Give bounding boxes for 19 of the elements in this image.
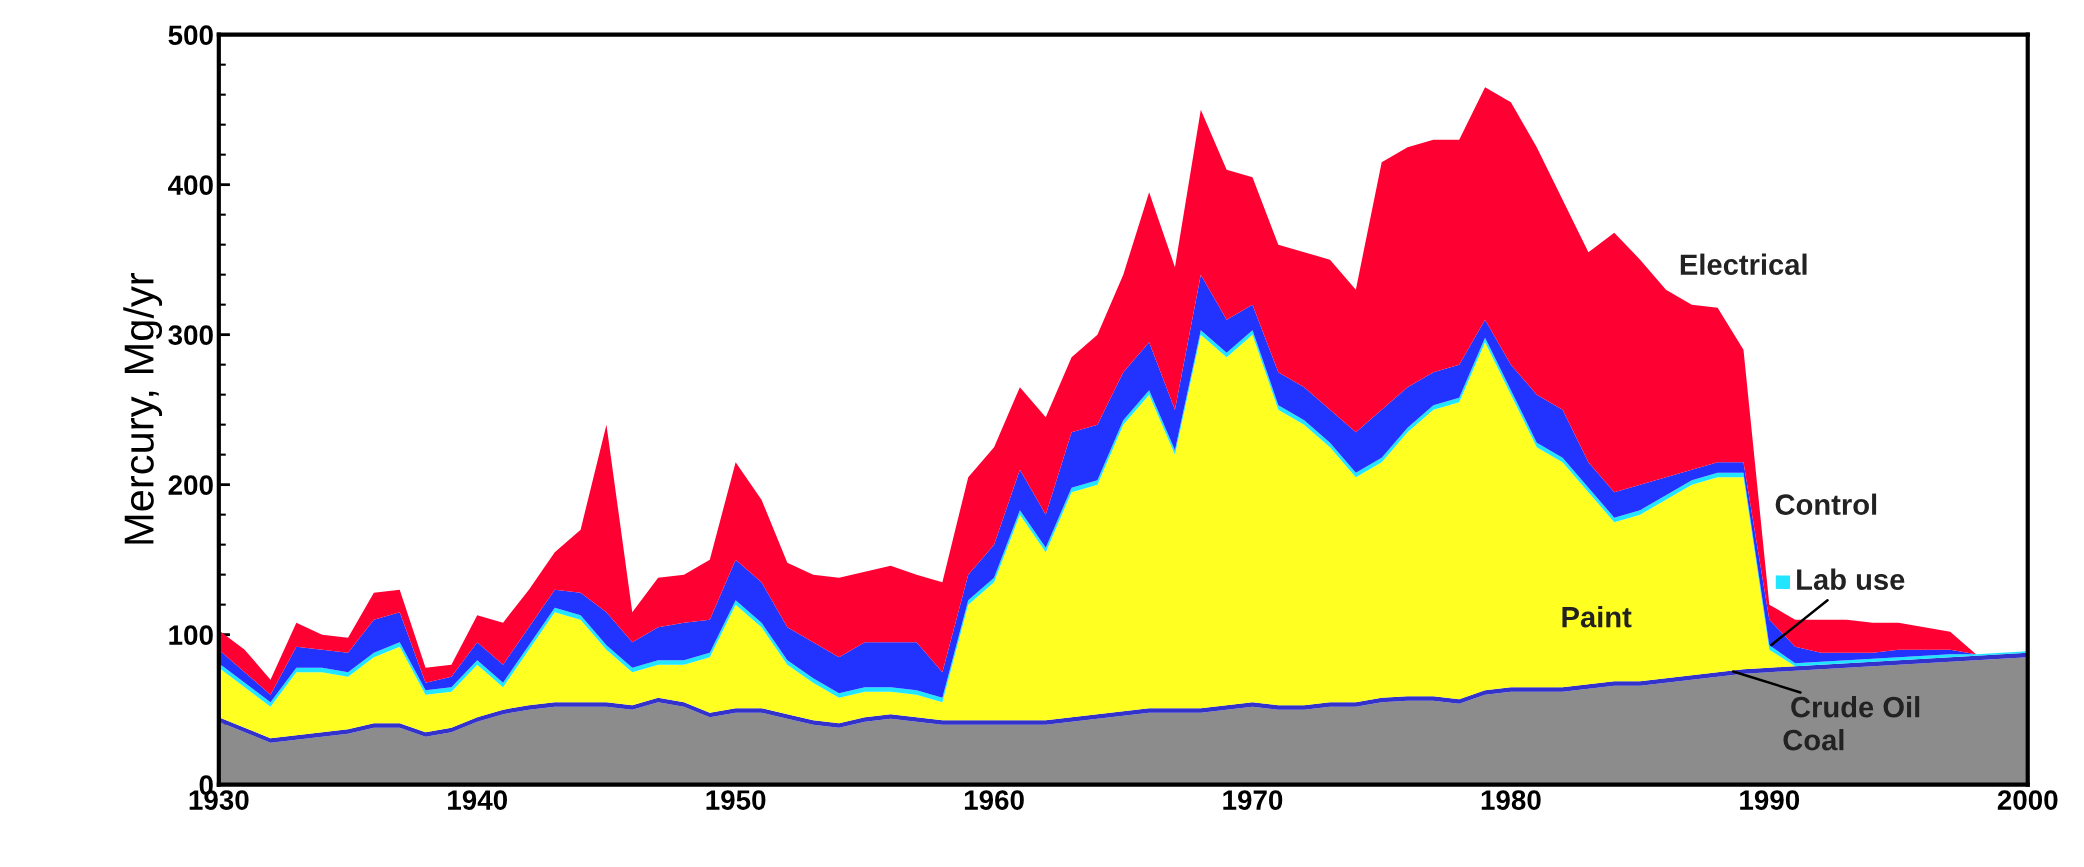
series-label: Control bbox=[1775, 493, 1877, 515]
series-label: Crude Oil bbox=[1791, 696, 1920, 718]
x-tick-label: 1990 bbox=[1740, 790, 1800, 810]
series-label: Coal bbox=[1783, 729, 1844, 751]
y-tick-label: 300 bbox=[168, 325, 213, 346]
series-label: Paint bbox=[1562, 606, 1632, 628]
y-tick-label: 400 bbox=[168, 175, 213, 196]
series-label: Electrical bbox=[1680, 253, 1807, 275]
y-tick-label: 100 bbox=[169, 625, 213, 645]
x-tick-label: 1940 bbox=[448, 790, 507, 810]
x-tick-label: 1980 bbox=[1481, 790, 1541, 810]
x-tick-label: 2000 bbox=[1997, 790, 2058, 810]
y-tick-label: 500 bbox=[168, 25, 213, 46]
y-tick-label: 200 bbox=[168, 475, 213, 495]
legend-label: Lab use bbox=[1797, 568, 1905, 590]
y-axis-title: Mercury, Mg/yr bbox=[123, 272, 163, 544]
x-tick-label: 1960 bbox=[964, 790, 1024, 810]
x-tick-label: 1970 bbox=[1223, 790, 1283, 810]
x-tick-label: 1950 bbox=[706, 790, 766, 810]
